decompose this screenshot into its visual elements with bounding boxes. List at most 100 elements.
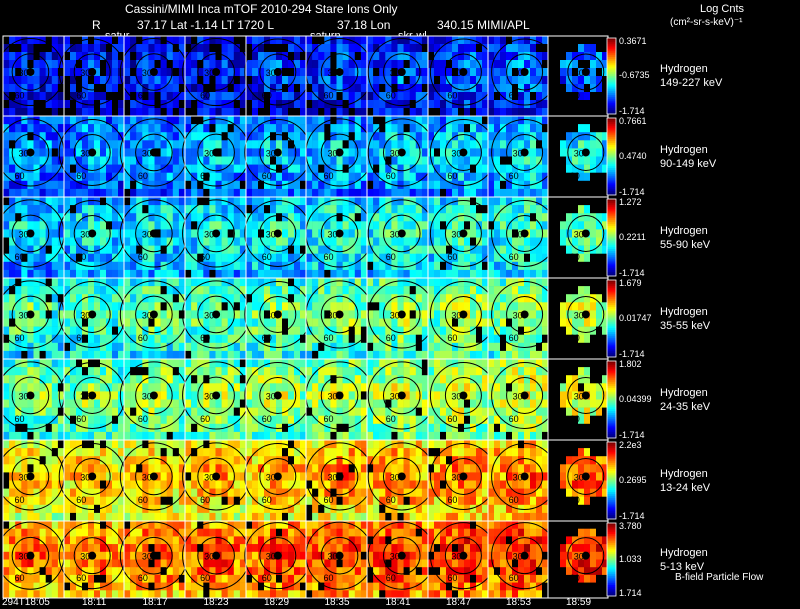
image-cell: 30 60 [58,277,126,360]
saturn-marker [273,148,282,157]
ring-label: 30 [142,68,152,78]
ring-label: 60 [386,573,396,583]
colorbar-min-value: -1.714 [619,187,645,197]
saturn-marker [459,551,468,560]
time-label: 18:29 [264,597,290,608]
saturn-marker [581,472,590,481]
colorbar-max-value: 3.780 [619,521,642,531]
image-cell: 30 60 [182,115,251,198]
image-cell: 30 60 [427,520,497,599]
image-cell: 30 60 [427,35,497,117]
ring-label: 60 [76,333,86,343]
ring-label: 30 [574,472,584,482]
saturn-marker [273,472,282,481]
image-cell: 30 60 [366,196,436,279]
ring-label: 60 [447,171,457,181]
image-cell: 30 60 [0,439,65,522]
ring-label: 60 [324,171,334,181]
image-cell: 30 60 [182,358,251,441]
ring-label: 60 [509,573,519,583]
image-cell: 30 60 [305,358,374,441]
saturn-marker [273,391,282,400]
time-label: 294T18:05 [2,597,50,608]
image-cell: 30 60 [547,196,620,279]
species-label: Hydrogen [660,467,708,480]
image-cell: 30 60 [244,520,312,599]
ring-label: 30 [142,391,152,401]
ring-label: 60 [76,495,86,505]
saturn-marker [212,310,221,319]
colorbar [606,117,617,196]
image-cell: 30 60 [119,35,188,117]
ring-label: 60 [76,252,86,262]
ring-label: 30 [574,552,584,562]
ring-label: 30 [451,229,461,239]
ring-label: 30 [513,552,523,562]
saturn-marker [212,472,221,481]
image-cell: 30 60 [244,35,312,117]
ring-label: 60 [324,90,334,100]
image-cell: 30 60 [119,277,188,360]
saturn-marker [26,551,35,560]
image-cell: 30 60 [487,358,559,441]
plot-title: Cassini/MIMI Inca mTOF 2010-294 Stare Io… [125,2,398,16]
image-cell: 30 60 [427,358,497,441]
saturn-marker [397,391,406,400]
row-label: Hydrogen 90-149 keV [660,143,716,171]
saturn-marker [397,68,406,76]
ring-label: 30 [328,552,338,562]
ring-label: 30 [574,229,584,239]
ring-label: 30 [328,472,338,482]
row-label: Hydrogen 149-227 keV [660,62,722,90]
saturn-marker [397,472,406,481]
ring-label: 30 [390,148,400,158]
ring-label: 60 [200,171,210,181]
ring-label: 60 [570,495,580,505]
ring-label: 60 [262,414,272,424]
energy-range-label: 55-90 keV [660,238,711,251]
image-cell: 30 60 [366,35,436,117]
ring-label: 60 [200,252,210,262]
image-cell: 30 60 [244,277,312,360]
image-cell: 30 60 [427,196,497,279]
saturn-marker [88,551,97,560]
image-cell: 30 60 [0,358,65,441]
image-cell: 30 60 [547,439,620,522]
ring-label: 60 [386,414,396,424]
r-label: R [92,18,101,32]
ring-label: 60 [447,495,457,505]
image-cell: 30 60 [487,277,559,360]
ring-label: 30 [266,552,276,562]
time-label: 18:41 [385,597,411,608]
ring-label: 60 [138,495,148,505]
image-cell: 30 60 [487,35,559,117]
row-label: Hydrogen 55-90 keV [660,224,710,252]
ring-label: 30 [142,472,152,482]
saturn-marker [397,310,406,319]
saturn-marker [26,391,35,400]
image-cell: 30 60 [244,358,312,441]
time-label: 18:47 [446,597,472,608]
saturn-marker [149,148,158,157]
saturn-marker [520,68,529,76]
ring-label: 60 [447,252,457,262]
ring-label: 60 [262,333,272,343]
ring-label: 60 [76,171,86,181]
ring-label: 60 [14,495,24,505]
ring-label: 60 [509,414,519,424]
colorbar-min-value: 1.714 [619,588,642,598]
ring-label: 30 [18,148,28,158]
saturn-marker [212,148,221,157]
image-cell: 30 60 [182,196,251,279]
saturn-marker [212,68,221,76]
ring-label: 30 [204,229,214,239]
ring-label: 30 [142,310,152,320]
ring-label: 30 [142,148,152,158]
energy-range-label: 5-13 keV [660,560,705,573]
ring-label: 60 [509,171,519,181]
ring-label: 60 [262,573,272,583]
saturn-marker [212,551,221,560]
saturn-marker [581,391,590,400]
ring-label: 30 [204,148,214,158]
ring-label: 60 [14,414,24,424]
